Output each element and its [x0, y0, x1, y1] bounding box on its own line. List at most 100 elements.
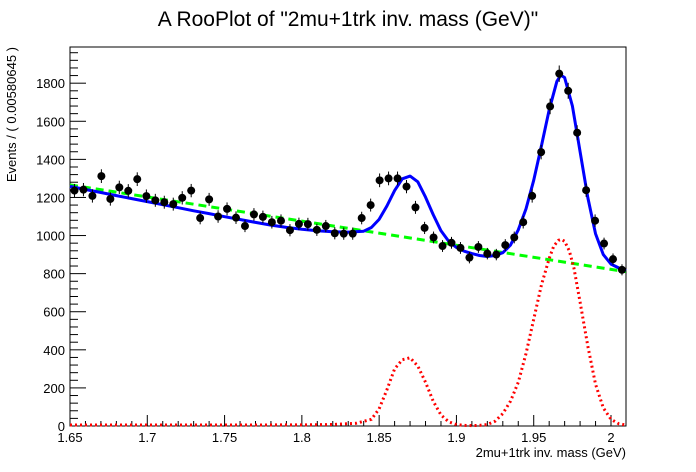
y-tick-label: 1600 [36, 114, 65, 129]
data-marker [312, 225, 321, 234]
data-marker [537, 148, 546, 157]
data-point [501, 239, 510, 251]
data-point [483, 247, 492, 260]
data-point [133, 172, 142, 187]
data-marker [546, 102, 555, 111]
signal-fit-curve [70, 237, 627, 428]
data-point [537, 144, 546, 160]
data-point [196, 211, 205, 225]
data-point [151, 193, 160, 207]
y-tick-label: 200 [43, 381, 65, 396]
data-marker [573, 128, 582, 137]
data-point [249, 208, 258, 221]
data-point [555, 65, 564, 82]
data-marker [384, 174, 393, 183]
data-marker [492, 250, 501, 259]
data-marker [133, 175, 142, 184]
data-marker [249, 210, 258, 219]
data-marker [294, 219, 303, 228]
data-marker [205, 195, 214, 204]
data-marker [321, 222, 330, 231]
data-marker [223, 204, 232, 213]
data-marker [510, 233, 519, 242]
data-marker [483, 249, 492, 258]
data-point [70, 183, 79, 198]
data-marker [357, 214, 366, 223]
data-marker [582, 186, 591, 195]
data-point [411, 200, 420, 214]
data-point [205, 192, 214, 206]
x-tick-label: 1.75 [212, 430, 237, 445]
data-point [600, 237, 609, 250]
data-marker [214, 212, 223, 221]
data-point [178, 191, 187, 205]
data-point [223, 202, 232, 216]
data-marker [160, 198, 169, 207]
data-point [285, 224, 294, 237]
x-tick-label: 1.85 [366, 430, 391, 445]
data-point [276, 214, 285, 227]
data-marker [187, 186, 196, 195]
data-marker [519, 218, 528, 227]
data-marker [124, 186, 133, 195]
data-marker [330, 229, 339, 238]
data-point [79, 182, 88, 197]
data-marker [196, 214, 205, 223]
data-point [321, 219, 330, 233]
data-marker [456, 243, 465, 252]
data-marker [285, 226, 294, 235]
axis-ticks: 1.65 1.7 1.75 1.8 1.85 1.9 1.95 2 0 200 400 600 800 1… [36, 52, 615, 445]
data-point [124, 184, 133, 198]
data-point [214, 210, 223, 223]
data-point [267, 215, 276, 229]
data-point [456, 242, 465, 254]
data-marker [393, 174, 402, 183]
y-tick-label: 1200 [36, 190, 65, 205]
data-marker [142, 192, 151, 201]
data-point [366, 198, 375, 212]
data-marker [609, 255, 618, 264]
data-point [617, 264, 626, 276]
data-point [97, 169, 106, 183]
data-marker [465, 253, 474, 262]
data-marker [169, 200, 178, 209]
data-point [429, 231, 438, 244]
data-marker [348, 229, 357, 238]
y-tick-label: 0 [58, 419, 65, 434]
data-point [384, 171, 393, 186]
data-marker [70, 186, 79, 195]
data-point [609, 253, 618, 265]
data-point [258, 210, 267, 224]
data-point [348, 227, 357, 240]
data-marker [232, 213, 241, 222]
data-point [160, 195, 169, 209]
data-point [492, 248, 501, 261]
data-point [474, 241, 483, 253]
chart-title: A RooPlot of "2mu+1trk inv. mass (GeV)" [158, 8, 538, 31]
data-marker [474, 242, 483, 251]
data-marker [276, 216, 285, 225]
data-marker [429, 233, 438, 242]
data-point [393, 171, 402, 186]
data-marker [411, 203, 420, 212]
x-tick-label: 1.9 [447, 430, 465, 445]
data-marker [528, 191, 537, 200]
data-point [106, 192, 115, 206]
data-point [339, 227, 348, 240]
data-marker [240, 222, 249, 231]
data-marker [258, 212, 267, 221]
data-marker [447, 238, 456, 247]
y-tick-label: 400 [43, 343, 65, 358]
data-point [564, 82, 573, 99]
data-marker [151, 196, 160, 205]
data-point [510, 231, 519, 244]
data-point [591, 214, 600, 227]
signal-fit-layer [70, 237, 627, 428]
data-marker [106, 194, 115, 203]
y-tick-label: 1800 [36, 76, 65, 91]
y-axis-label: Events / ( 0.00580645 ) [4, 47, 19, 182]
x-tick-label: 2 [607, 430, 614, 445]
data-marker [591, 216, 600, 225]
data-marker [501, 241, 510, 250]
